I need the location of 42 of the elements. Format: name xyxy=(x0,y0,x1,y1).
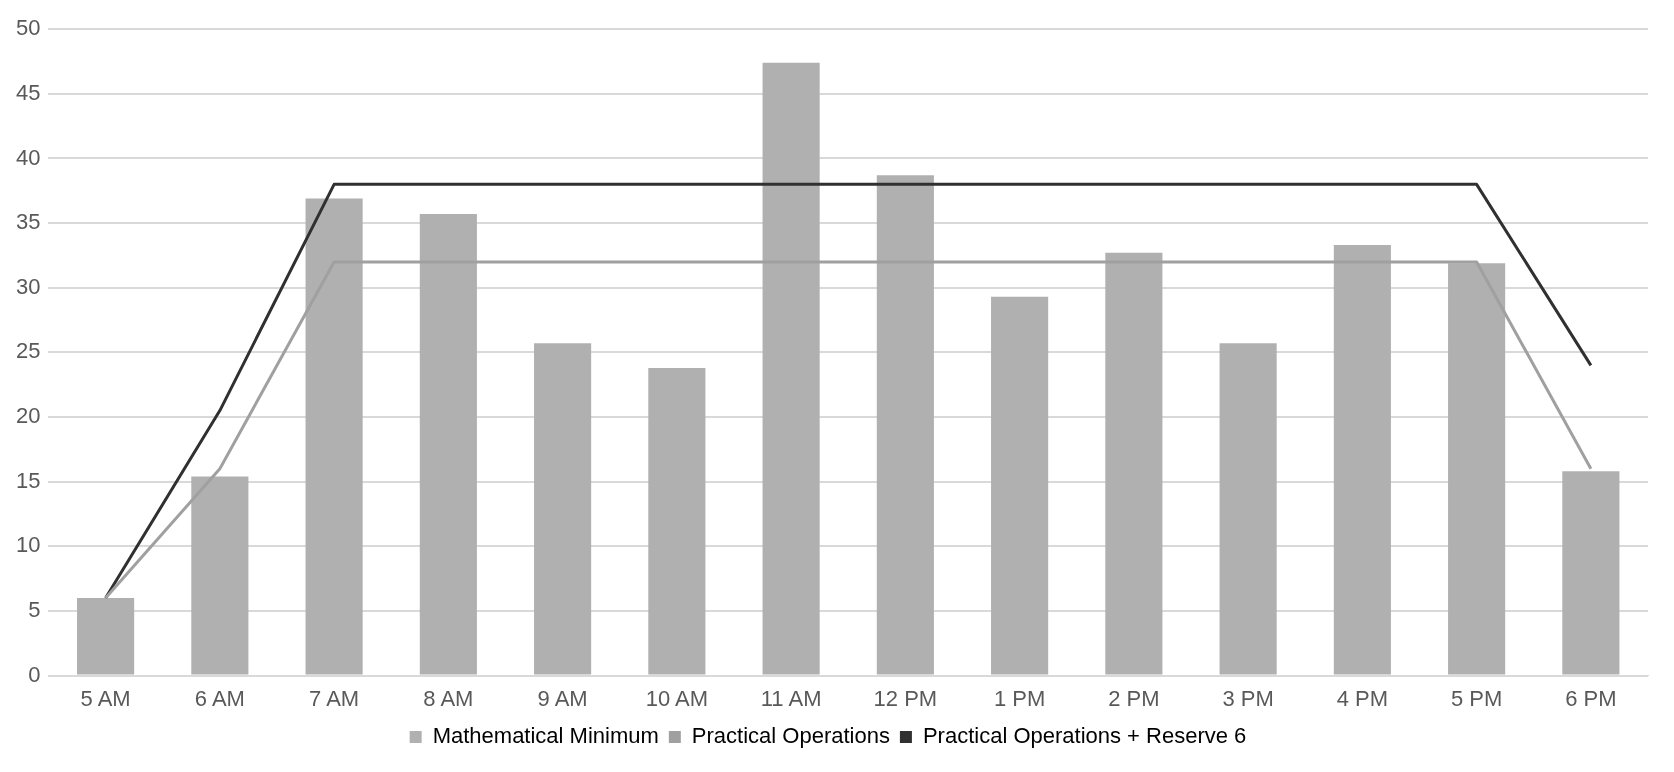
x-tick-label: 6 AM xyxy=(194,685,245,711)
y-tick-label: 0 xyxy=(28,661,41,687)
bar xyxy=(1562,471,1620,675)
bar xyxy=(991,296,1049,675)
x-tick-label: 2 PM xyxy=(1108,685,1160,711)
bar xyxy=(648,367,706,675)
legend-label: Mathematical Minimum xyxy=(432,723,659,749)
y-tick-label: 30 xyxy=(15,273,41,299)
x-tick-label: 5 AM xyxy=(80,685,131,711)
bar xyxy=(1105,252,1163,675)
y-tick-label: 10 xyxy=(15,532,41,558)
x-tick-label: 12 PM xyxy=(873,685,938,711)
x-tick-label: 7 AM xyxy=(309,685,360,711)
bar xyxy=(534,343,592,675)
y-tick-label: 35 xyxy=(15,209,41,235)
y-tick-label: 15 xyxy=(15,467,41,493)
y-tick-label: 25 xyxy=(15,338,41,364)
y-tick-label: 40 xyxy=(15,144,41,170)
x-tick-label: 4 PM xyxy=(1336,685,1389,711)
bar xyxy=(1219,343,1277,675)
bar xyxy=(876,175,934,675)
bar xyxy=(419,214,477,675)
y-tick-label: 5 xyxy=(28,597,41,623)
bar xyxy=(1448,263,1506,675)
legend-label: Practical Operations + Reserve 6 xyxy=(922,723,1247,749)
y-tick-label: 50 xyxy=(15,15,41,41)
bar xyxy=(305,198,363,675)
bar xyxy=(1333,245,1391,675)
x-tick-label: 8 AM xyxy=(423,685,474,711)
x-tick-label: 1 PM xyxy=(993,685,1046,711)
y-tick-label: 45 xyxy=(15,79,41,105)
x-tick-label: 6 PM xyxy=(1565,685,1617,711)
x-tick-label: 10 AM xyxy=(645,685,709,711)
x-tick-label: 3 PM xyxy=(1222,685,1274,711)
bar xyxy=(77,598,135,675)
bar xyxy=(762,62,820,675)
x-tick-label: 9 AM xyxy=(537,685,588,711)
legend-label: Practical Operations xyxy=(691,723,890,749)
bar xyxy=(191,476,249,675)
x-tick-label: 5 PM xyxy=(1450,685,1503,711)
y-tick-label: 20 xyxy=(15,403,41,429)
x-tick-label: 11 AM xyxy=(760,685,822,711)
